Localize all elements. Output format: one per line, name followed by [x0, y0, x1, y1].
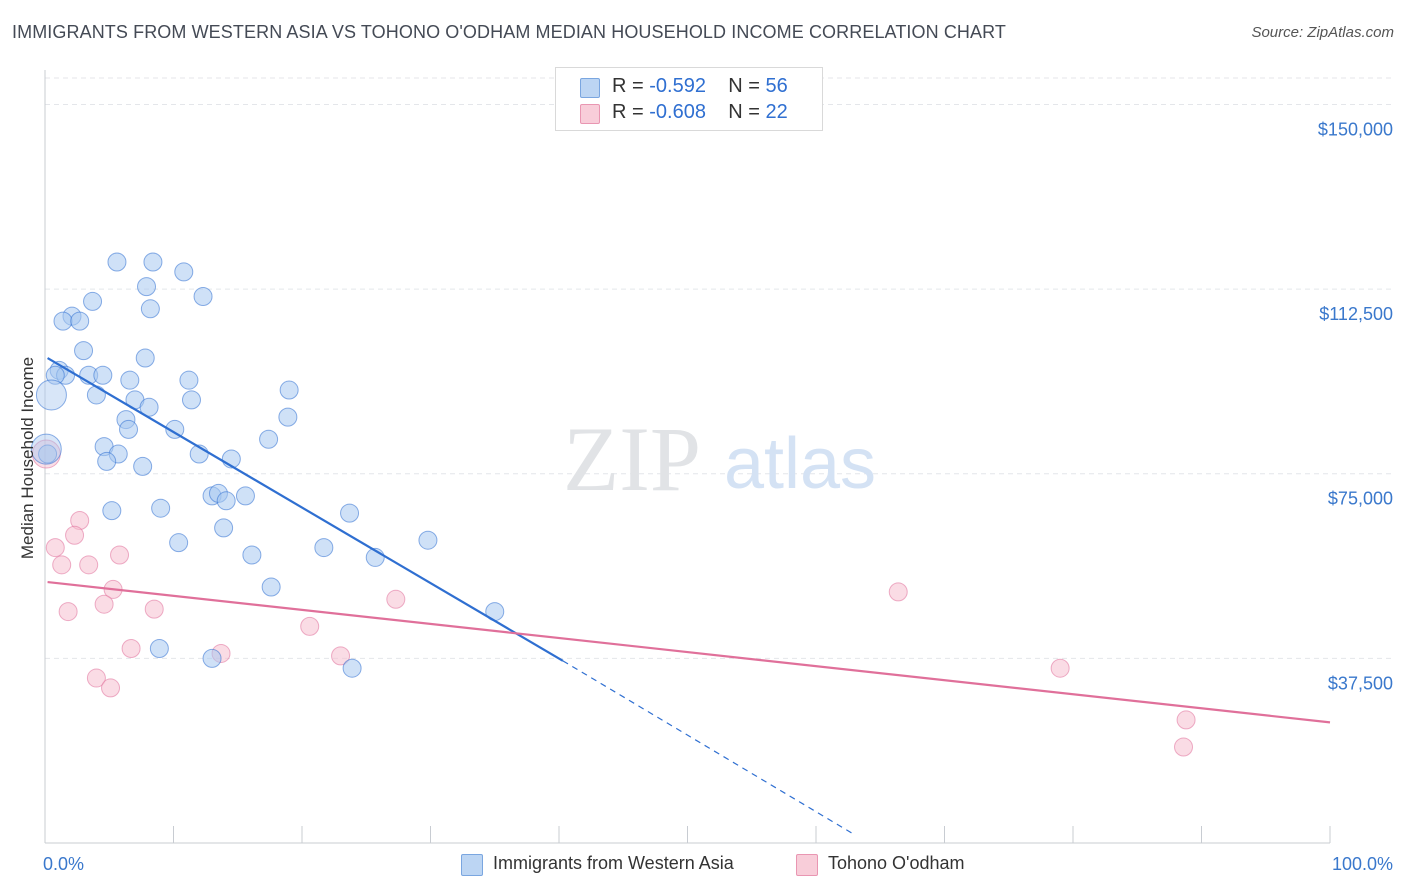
point-tohono [110, 545, 130, 565]
point-western-asia [179, 370, 199, 390]
point-tohono [331, 646, 351, 666]
legend-n-label: N = [728, 101, 766, 123]
point-tohono [386, 589, 406, 609]
point-tohono [65, 525, 85, 545]
point-western-asia [102, 501, 122, 521]
point-western-asia [143, 252, 163, 272]
series-legend-label: Tohono O'odham [828, 853, 965, 873]
series-legend-label: Immigrants from Western Asia [493, 853, 734, 873]
point-western-asia [279, 380, 299, 400]
point-tohono [86, 668, 106, 688]
point-tohono [79, 555, 99, 575]
point-western-asia [202, 648, 222, 668]
x-tick-label: 0.0% [43, 854, 84, 874]
point-tohono [101, 678, 121, 698]
point-western-asia [53, 311, 73, 331]
point-western-asia [193, 286, 213, 306]
legend-r-label: R = [612, 75, 650, 97]
trend-lines [47, 357, 1331, 834]
point-western-asia [119, 419, 139, 439]
point-western-asia [86, 385, 106, 405]
point-western-asia [174, 262, 194, 282]
point-western-asia [133, 456, 153, 476]
point-western-asia [38, 444, 58, 464]
point-tohono [121, 639, 141, 659]
point-western-asia [259, 429, 279, 449]
watermark-zip: ZIP [563, 408, 701, 510]
point-western-asia [107, 252, 127, 272]
point-tohono [300, 616, 320, 636]
legend-r-label: R = [612, 101, 650, 123]
point-western-asia [169, 533, 189, 553]
point-western-asia [83, 291, 103, 311]
point-western-asia [137, 277, 157, 297]
point-tohono [888, 582, 908, 602]
y-tick-label: $150,000 [1318, 119, 1393, 139]
point-western-asia [120, 370, 140, 390]
point-western-asia [340, 503, 360, 523]
y-tick-label: $112,500 [1319, 304, 1393, 324]
point-western-asia [93, 365, 113, 385]
point-western-asia [165, 419, 185, 439]
point-western-asia [135, 348, 155, 368]
point-western-asia [97, 451, 117, 471]
point-western-asia [149, 639, 169, 659]
y-axis-label: Median Household Income [18, 356, 37, 560]
point-western-asia [139, 397, 159, 417]
point-western-asia [151, 498, 171, 518]
point-western-asia [418, 530, 438, 550]
point-tohono [52, 555, 72, 575]
point-tohono [1176, 710, 1196, 730]
point-tohono [1050, 658, 1070, 678]
gridlines [45, 77, 1395, 659]
trend-line-western-asia [47, 357, 564, 662]
legend-r-value: -0.592 [649, 75, 706, 97]
point-western-asia [278, 407, 298, 427]
legend-swatch-pink [580, 104, 600, 124]
y-tick-label: $75,000 [1328, 489, 1393, 509]
point-tohono [1174, 737, 1194, 757]
trend-line-western-asia-extension [562, 660, 853, 834]
point-western-asia [74, 341, 94, 361]
point-western-asia [314, 538, 334, 558]
x-tick-label: 100.0% [1332, 854, 1393, 874]
series-legend-swatch-blue [461, 854, 483, 876]
correlation-legend: R = -0.592 N = 56 R = -0.608 N = 22 [555, 67, 823, 131]
chart-source: Source: ZipAtlas.com [1251, 24, 1394, 41]
point-tohono [58, 602, 78, 622]
point-western-asia [70, 311, 90, 331]
series-legend-swatch-pink [796, 854, 818, 876]
legend-swatch-blue [580, 78, 600, 98]
point-western-asia [140, 299, 160, 319]
point-tohono [45, 538, 65, 558]
point-western-asia [261, 577, 281, 597]
point-western-asia [242, 545, 262, 565]
trend-line-tohono [47, 580, 1331, 724]
series-western-asia-points [30, 252, 505, 678]
point-western-asia [181, 390, 201, 410]
legend-r-value: -0.608 [649, 101, 706, 123]
y-tick-label: $37,500 [1328, 673, 1393, 693]
legend-n-value: 22 [765, 101, 788, 123]
point-western-asia [35, 379, 67, 411]
legend-n-label: N = [728, 75, 766, 97]
point-western-asia [235, 486, 255, 506]
point-western-asia [342, 658, 362, 678]
point-tohono [94, 594, 114, 614]
watermark-atlas: atlas [724, 424, 876, 504]
point-tohono [144, 599, 164, 619]
tick-labels: $37,500 $75,000 $112,500 $150,000 0.0% 100.0% [43, 119, 1393, 874]
legend-n-value: 56 [765, 75, 788, 97]
chart-title: IMMIGRANTS FROM WESTERN ASIA VS TOHONO O… [12, 22, 1007, 42]
point-western-asia [216, 491, 236, 511]
point-western-asia [214, 518, 234, 538]
point-western-asia [30, 433, 62, 465]
